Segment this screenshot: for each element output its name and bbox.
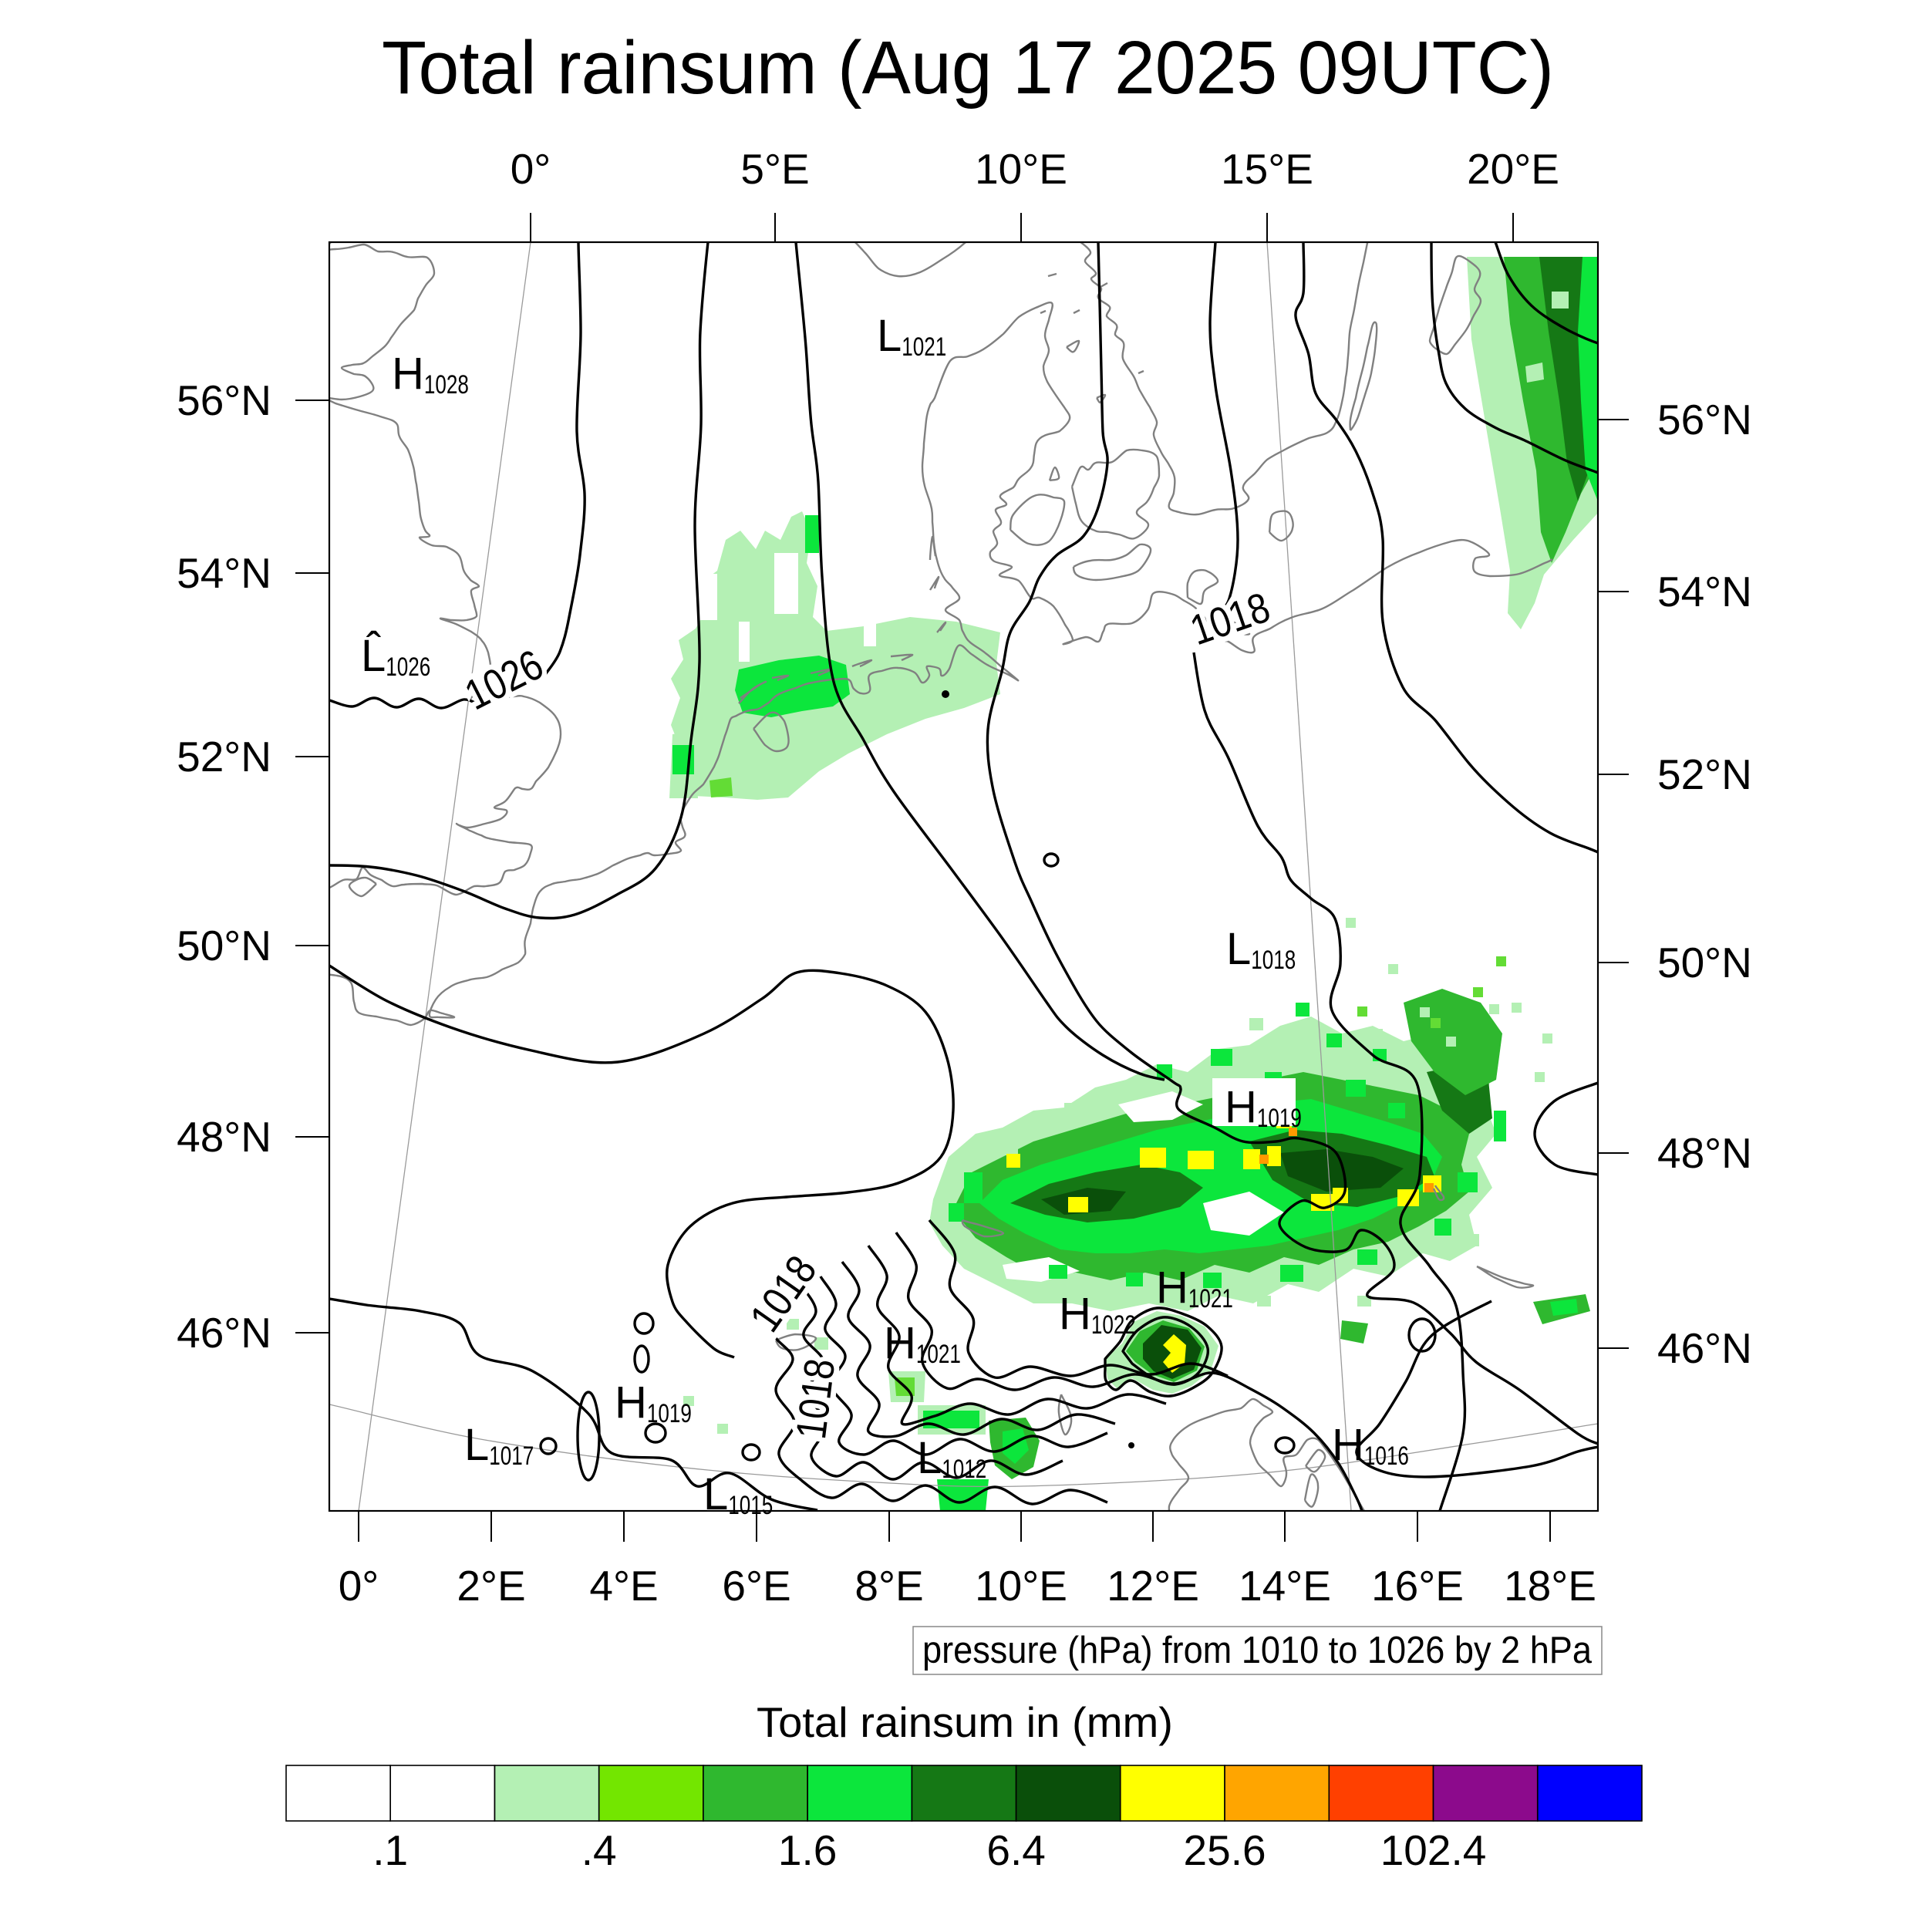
svg-text:1018: 1018 bbox=[787, 1356, 844, 1441]
svg-text:Total rainsum (Aug 17 2025 09U: Total rainsum (Aug 17 2025 09UTC) bbox=[382, 25, 1554, 110]
svg-text:2°E: 2°E bbox=[457, 1562, 525, 1610]
svg-text:46°N: 46°N bbox=[177, 1309, 271, 1357]
svg-text:10°E: 10°E bbox=[975, 145, 1067, 193]
svg-text:50°N: 50°N bbox=[1657, 939, 1752, 986]
svg-text:52°N: 52°N bbox=[177, 733, 271, 781]
svg-text:1.6: 1.6 bbox=[778, 1826, 837, 1874]
svg-text:56°N: 56°N bbox=[1657, 396, 1752, 443]
svg-text:H1021: H1021 bbox=[884, 1318, 961, 1369]
svg-text:56°N: 56°N bbox=[177, 376, 271, 424]
svg-text:4°E: 4°E bbox=[589, 1562, 658, 1610]
svg-text:6.4: 6.4 bbox=[986, 1826, 1045, 1874]
svg-text:54°N: 54°N bbox=[177, 549, 271, 597]
svg-text:10°E: 10°E bbox=[975, 1562, 1067, 1610]
svg-text:48°N: 48°N bbox=[177, 1113, 271, 1161]
svg-text:6°E: 6°E bbox=[722, 1562, 790, 1610]
svg-text:46°N: 46°N bbox=[1657, 1324, 1752, 1372]
svg-text:0°: 0° bbox=[339, 1562, 379, 1610]
svg-text:5°E: 5°E bbox=[740, 145, 809, 193]
svg-text:18°E: 18°E bbox=[1504, 1562, 1596, 1610]
svg-text:.4: .4 bbox=[581, 1826, 617, 1874]
svg-text:48°N: 48°N bbox=[1657, 1129, 1752, 1177]
svg-text:54°N: 54°N bbox=[1657, 568, 1752, 615]
svg-text:14°E: 14°E bbox=[1239, 1562, 1331, 1610]
svg-text:25.6: 25.6 bbox=[1184, 1826, 1266, 1874]
svg-text:102.4: 102.4 bbox=[1380, 1826, 1487, 1874]
svg-text:Total rainsum in (mm): Total rainsum in (mm) bbox=[757, 1698, 1173, 1746]
svg-text:0°: 0° bbox=[511, 145, 551, 193]
svg-text:8°E: 8°E bbox=[854, 1562, 923, 1610]
svg-text:50°N: 50°N bbox=[177, 922, 271, 969]
svg-text:.1: .1 bbox=[372, 1826, 408, 1874]
svg-text:pressure (hPa) from 1010 to 10: pressure (hPa) from 1010 to 1026 by 2 hP… bbox=[922, 1630, 1593, 1671]
svg-text:20°E: 20°E bbox=[1467, 145, 1559, 193]
svg-text:16°E: 16°E bbox=[1371, 1562, 1464, 1610]
svg-text:52°N: 52°N bbox=[1657, 750, 1752, 798]
svg-text:15°E: 15°E bbox=[1221, 145, 1313, 193]
svg-text:12°E: 12°E bbox=[1107, 1562, 1199, 1610]
